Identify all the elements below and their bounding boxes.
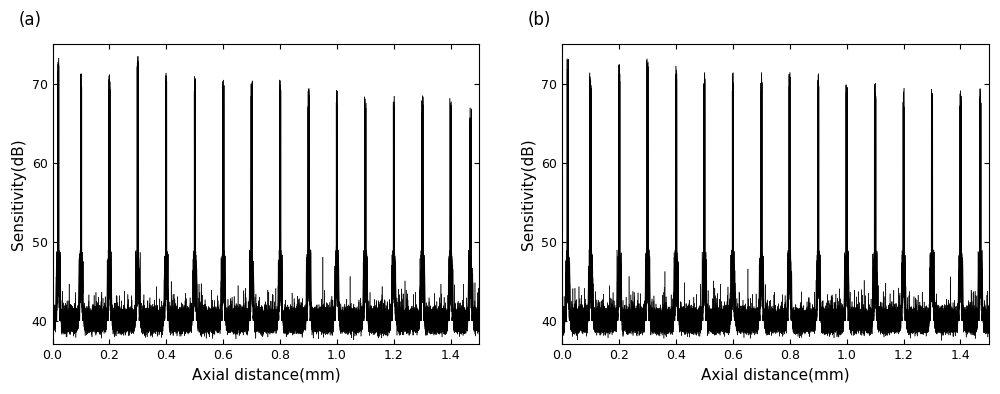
X-axis label: Axial distance(mm): Axial distance(mm): [192, 368, 340, 383]
Text: (a): (a): [18, 11, 41, 29]
Text: (b): (b): [528, 11, 551, 29]
X-axis label: Axial distance(mm): Axial distance(mm): [701, 368, 850, 383]
Y-axis label: Sensitivity(dB): Sensitivity(dB): [521, 139, 536, 250]
Y-axis label: Sensitivity(dB): Sensitivity(dB): [11, 139, 26, 250]
